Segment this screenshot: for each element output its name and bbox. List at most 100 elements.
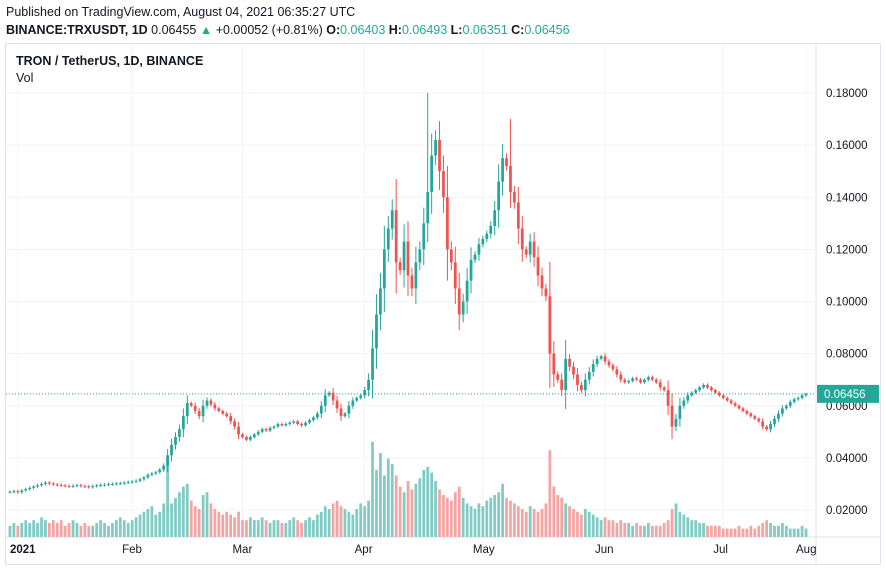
- candle-body: [580, 384, 583, 391]
- volume-bar: [134, 517, 138, 537]
- candle-body: [639, 379, 642, 383]
- candle-body: [446, 197, 449, 250]
- volume-bar: [201, 495, 205, 537]
- volume-bar: [781, 523, 784, 537]
- candle-body: [48, 482, 51, 484]
- candle-body: [528, 241, 532, 255]
- candle-body: [777, 413, 780, 419]
- volume-bar: [761, 523, 765, 537]
- volume-bar: [256, 520, 260, 537]
- volume-bar: [371, 441, 374, 537]
- volume-bar: [509, 500, 512, 537]
- candle-body: [757, 418, 761, 422]
- candle-body: [398, 262, 402, 271]
- volume-bar: [398, 486, 402, 537]
- volume-bar: [107, 525, 110, 537]
- volume-bar: [213, 509, 217, 537]
- candle-body: [714, 390, 717, 393]
- volume-bar: [394, 475, 398, 537]
- volume-bar: [489, 497, 493, 537]
- volume-bar: [666, 520, 670, 537]
- volume-bar: [414, 483, 418, 537]
- candle-body: [682, 400, 686, 406]
- candle-body: [473, 254, 477, 260]
- candle-body: [375, 314, 378, 349]
- volume-bar: [99, 520, 102, 537]
- candle-body: [765, 426, 768, 430]
- candle-body: [615, 369, 619, 375]
- candle-body: [118, 483, 122, 485]
- candle-body: [524, 249, 528, 255]
- volume-bar: [694, 520, 698, 537]
- volume-bar: [615, 523, 619, 537]
- volume-bar: [237, 511, 240, 537]
- volume-bar: [327, 509, 331, 537]
- volume-bar: [501, 483, 504, 537]
- chart-area[interactable]: [5, 43, 881, 565]
- candle-body: [40, 483, 43, 486]
- volume-bar: [607, 520, 611, 537]
- volume-bar: [430, 472, 434, 537]
- candle-body: [205, 400, 209, 406]
- volume-bar: [138, 514, 142, 537]
- volume-bar: [8, 525, 12, 537]
- volume-bar: [351, 514, 355, 537]
- volume-bar: [449, 500, 453, 537]
- y-tick-label: 0.16000: [826, 140, 868, 152]
- candle-body: [513, 192, 516, 203]
- volume-bar: [670, 509, 674, 537]
- volume-bar: [426, 467, 430, 537]
- volume-bar: [304, 520, 307, 537]
- candle-body: [237, 426, 240, 435]
- candle-body: [607, 361, 611, 366]
- candle-body: [288, 422, 292, 424]
- candle-body: [308, 420, 311, 423]
- volume-bar: [516, 506, 520, 537]
- candle-body: [698, 387, 702, 391]
- y-tick-label: 0.06000: [826, 401, 868, 413]
- candle-body: [268, 427, 272, 431]
- volume-bar: [611, 520, 615, 537]
- volume-bar: [690, 520, 694, 537]
- candle-body: [469, 259, 473, 281]
- volume-bar: [178, 492, 181, 537]
- candle-body: [24, 489, 28, 491]
- candle-body: [390, 210, 394, 229]
- candle-body: [189, 403, 193, 406]
- volume-bar: [252, 520, 256, 537]
- candle-body: [426, 192, 430, 224]
- candle-body: [647, 377, 650, 380]
- candle-body: [339, 408, 343, 417]
- candle-body: [733, 403, 737, 406]
- candle-body: [201, 405, 205, 417]
- candle-body: [32, 486, 35, 488]
- candle-body: [449, 249, 453, 263]
- published-note: Published on TradingView.com, August 04,…: [6, 5, 356, 19]
- volume-bar: [382, 475, 386, 537]
- high-value: 0.06493: [401, 23, 448, 37]
- candle-body: [304, 422, 307, 426]
- candle-body: [181, 416, 185, 430]
- candle-body: [631, 378, 635, 381]
- candle-body: [438, 139, 441, 172]
- candle-body: [67, 486, 71, 488]
- volume-bar: [276, 520, 280, 537]
- candle-body: [702, 384, 705, 388]
- candle-body: [532, 241, 536, 258]
- volume-bar: [792, 528, 796, 537]
- volume-bar: [627, 523, 631, 537]
- volume-bar: [552, 486, 556, 537]
- candle-body: [773, 418, 776, 424]
- candle-body: [134, 480, 138, 482]
- candle-body: [296, 421, 300, 424]
- candle-body: [359, 395, 363, 398]
- ticker-line: BINANCE:TRXUSDT, 1D 0.06455 ▲ +0.00052 (…: [6, 23, 570, 37]
- candle-body: [717, 392, 721, 396]
- candle-body: [300, 423, 303, 426]
- volume-bar: [544, 503, 548, 537]
- volume-bar: [48, 523, 51, 537]
- volume-bar: [619, 520, 623, 537]
- candle-body: [761, 421, 765, 427]
- volume-bar: [16, 525, 20, 537]
